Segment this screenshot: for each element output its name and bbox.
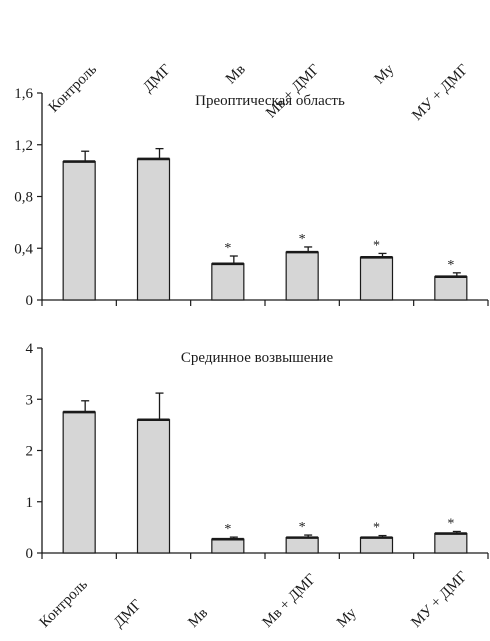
significance-marker: * (299, 520, 306, 535)
bottom-category-label: Мв + ДМГ (260, 571, 320, 631)
bar (434, 276, 468, 301)
significance-marker: * (299, 232, 306, 247)
y-tick-label: 3 (26, 392, 34, 408)
bar (359, 256, 394, 301)
bar (136, 419, 171, 554)
chart-preoptic-area: Преоптическая область 0 0,4 0,8 1,2 1,6 * * * * (14, 86, 489, 309)
bottom-category-label: ДМГ (111, 596, 145, 630)
top-category-label: Му (372, 61, 398, 87)
bottom-category-label: Мв (185, 605, 211, 631)
bar (434, 532, 468, 554)
bar (211, 263, 245, 301)
y-tick-label: 1,2 (14, 138, 33, 154)
bar (359, 537, 394, 554)
significance-marker: * (224, 522, 231, 537)
y-tick-label: 0,4 (14, 241, 33, 257)
significance-marker: * (373, 238, 380, 253)
bar (62, 160, 96, 301)
bar (285, 537, 319, 554)
bar (62, 411, 96, 554)
chart-median-eminence: Срединное возвышение 0 1 2 3 4 * * * * (26, 341, 489, 562)
top-category-label: Мв (223, 62, 249, 88)
bottom-category-labels: Контроль ДМГ Мв Мв + ДМГ Му МУ + ДМГ (37, 568, 471, 631)
bar (211, 538, 245, 554)
bottom-category-label: Му (334, 605, 360, 631)
bottom-category-label: МУ + ДМГ (408, 568, 471, 631)
significance-marker: * (447, 258, 454, 273)
significance-marker: * (373, 521, 380, 536)
chart-title-median: Срединное возвышение (181, 350, 334, 366)
top-category-label: Контроль (46, 61, 100, 115)
bar (136, 158, 171, 301)
bottom-category-label: Контроль (37, 577, 91, 631)
y-tick-label: 4 (26, 341, 34, 357)
y-tick-label: 2 (26, 444, 34, 460)
y-tick-label: 0 (26, 293, 34, 309)
y-tick-label: 1,6 (14, 86, 33, 102)
significance-marker: * (224, 241, 231, 256)
bar (285, 251, 319, 301)
top-category-label: МУ + ДМГ (409, 61, 472, 124)
y-tick-label: 0 (26, 546, 34, 562)
y-tick-label: 0,8 (14, 190, 33, 206)
y-tick-label: 1 (26, 495, 34, 511)
significance-marker: * (447, 516, 454, 531)
top-category-label: Мв + ДМГ (263, 61, 323, 121)
chart-title-preoptic: Преоптическая область (195, 93, 345, 109)
top-category-label: ДМГ (140, 61, 174, 95)
